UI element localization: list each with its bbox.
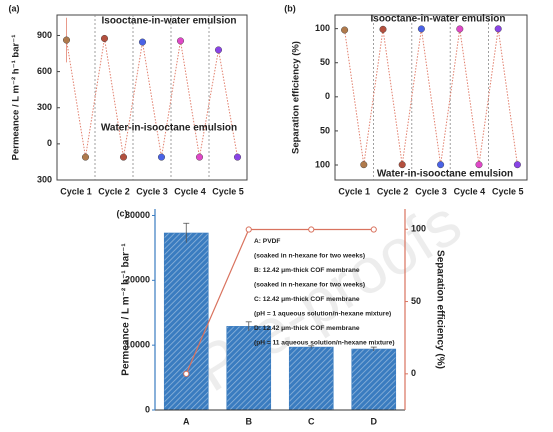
trend-segment xyxy=(420,28,442,165)
y2-tick-label: 100 xyxy=(411,224,426,234)
y-tick-label: 300 xyxy=(37,102,52,112)
bar xyxy=(163,232,209,411)
panel-label: (a) xyxy=(9,3,20,13)
efficiency-point xyxy=(308,226,315,233)
trend-segment xyxy=(401,28,422,165)
trend-segment xyxy=(218,49,238,158)
y-tick-label: 100 xyxy=(315,159,330,169)
y-tick-label: 50 xyxy=(320,125,330,135)
y-tick-label: 300 xyxy=(37,174,52,184)
annotation: Water-in-isooctane emulsion xyxy=(377,169,513,180)
trend-segment xyxy=(180,40,200,158)
x-tick-label: B xyxy=(246,416,253,426)
data-point xyxy=(513,161,521,169)
trend-segment xyxy=(123,42,143,158)
trend-segment xyxy=(85,38,105,158)
y-tick-label: 0 xyxy=(47,138,52,148)
y-tick-label: 600 xyxy=(37,66,52,76)
trend-segment xyxy=(382,29,403,165)
data-point xyxy=(214,46,222,54)
x-tick-label: Cycle 2 xyxy=(98,186,130,196)
efficiency-point xyxy=(245,226,252,233)
efficiency-point xyxy=(183,370,190,377)
trend-segment xyxy=(344,29,365,165)
efficiency-point xyxy=(370,226,377,233)
efficiency-line xyxy=(185,228,374,375)
legend-note: (soaked in n-hexane for two weeks) xyxy=(254,252,365,259)
y-axis-title: Separation efficiency (%) xyxy=(291,41,302,154)
panel-label: (c) xyxy=(117,208,128,218)
trend-segment xyxy=(104,38,124,158)
data-point xyxy=(138,38,146,46)
data-point xyxy=(398,161,406,169)
y-tick-label: 0 xyxy=(325,91,330,101)
annotation: Isooctane-in-water emulsion xyxy=(370,14,505,25)
data-point xyxy=(157,153,165,161)
legend-note: (pH = 11 aqueous solution/n-hexane mixtu… xyxy=(254,339,395,346)
x-tick-label: Cycle 5 xyxy=(212,186,244,196)
x-tick-label: Cycle 4 xyxy=(454,186,486,196)
y-tick-label: 20000 xyxy=(125,275,150,285)
data-point xyxy=(341,26,349,34)
y-tick-label: 0 xyxy=(145,404,150,414)
data-point xyxy=(119,153,127,161)
y2-tick-label: 50 xyxy=(411,296,421,306)
data-point xyxy=(81,153,89,161)
legend-note: D: 12.42 μm-thick COF membrane xyxy=(254,325,360,332)
data-point xyxy=(360,161,368,169)
y-tick-label: 100 xyxy=(315,23,330,33)
legend-note: B: 12.42 μm-thick COF membrane xyxy=(254,267,360,274)
trend-segment xyxy=(199,49,219,158)
trend-segment xyxy=(478,28,499,165)
y2-axis-title: Separation efficiency (%) xyxy=(434,250,445,369)
x-tick-label: Cycle 1 xyxy=(338,186,370,196)
data-point xyxy=(494,25,502,33)
y-axis-title: Permeance / L m⁻² h⁻¹ bar⁻¹ xyxy=(121,243,132,376)
legend-note: C: 12.42 μm-thick COF membrane xyxy=(254,296,360,303)
bar xyxy=(288,346,334,411)
x-tick-label: Cycle 2 xyxy=(377,186,409,196)
trend-segment xyxy=(459,28,480,165)
data-point xyxy=(475,161,483,169)
plot-frame xyxy=(334,14,528,181)
x-tick-label: Cycle 1 xyxy=(60,186,92,196)
y-tick-label: 30000 xyxy=(125,210,150,220)
y2-tick-label: 0 xyxy=(411,368,416,378)
legend-note: A: PVDF xyxy=(254,238,280,245)
data-point xyxy=(63,36,71,44)
legend-note: (pH = 1 aqueous solution/n-hexane mixtur… xyxy=(254,310,391,317)
annotation: Isooctane-in-water emulsion xyxy=(101,16,236,27)
trend-segment xyxy=(142,42,162,158)
annotation: Water-in-isooctane emulsion xyxy=(101,123,237,134)
y-axis-title: Permeance / L m⁻² h⁻¹ bar⁻¹ xyxy=(11,35,22,161)
bar xyxy=(351,348,397,411)
trend-segment xyxy=(66,39,86,158)
panel-label: (b) xyxy=(284,3,296,13)
x-tick-label: A xyxy=(183,416,190,426)
data-point xyxy=(195,153,203,161)
x-tick-label: D xyxy=(371,416,378,426)
bar xyxy=(226,326,272,411)
x-tick-label: Cycle 5 xyxy=(492,186,524,196)
y-tick-label: 10000 xyxy=(125,340,150,350)
data-point xyxy=(417,25,425,33)
data-point xyxy=(379,25,387,33)
trend-segment xyxy=(440,28,461,165)
data-point xyxy=(100,34,108,42)
data-point xyxy=(176,37,184,45)
x-tick-label: Cycle 4 xyxy=(174,186,206,196)
x-tick-label: Cycle 3 xyxy=(136,186,168,196)
data-point xyxy=(437,161,445,169)
data-point xyxy=(456,25,464,33)
data-point xyxy=(233,153,241,161)
x-tick-label: Cycle 3 xyxy=(415,186,447,196)
trend-segment xyxy=(497,28,518,165)
y-tick-label: 50 xyxy=(320,57,330,67)
y-tick-label: 900 xyxy=(37,30,52,40)
x-tick-label: C xyxy=(308,416,315,426)
legend-note: (soaked in n-hexane for two weeks) xyxy=(254,281,365,288)
plot-frame xyxy=(56,14,248,181)
